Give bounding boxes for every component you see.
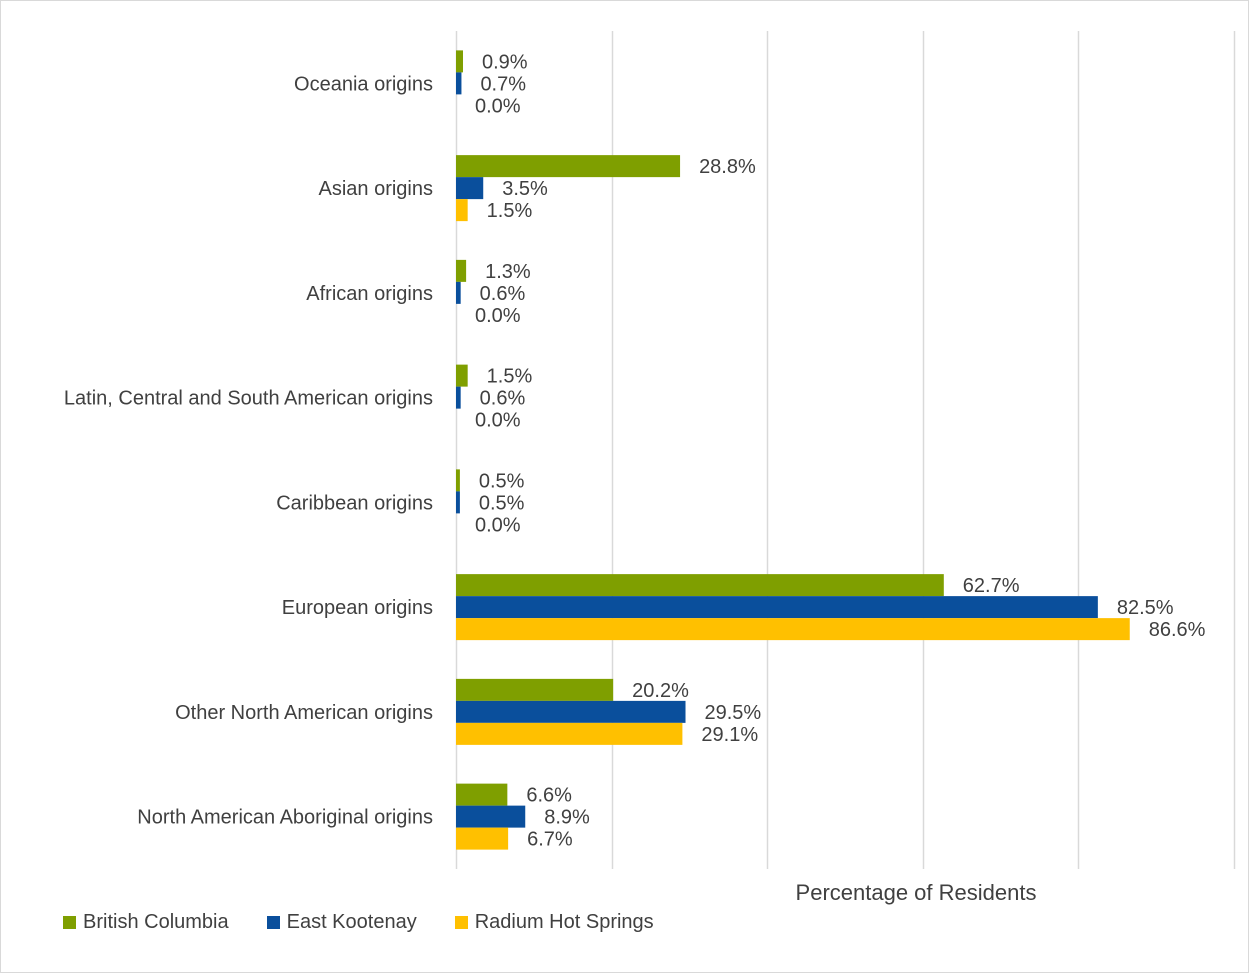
data-label: 1.5% <box>487 200 533 222</box>
data-label: 29.1% <box>701 724 758 746</box>
bar <box>456 386 461 409</box>
legend-item: British Columbia <box>63 911 229 934</box>
data-label: 0.6% <box>480 388 526 410</box>
category-labels: Oceania origins Asian origins African orig… <box>64 73 433 828</box>
bar <box>456 574 944 597</box>
category-label: Asian origins <box>318 178 433 200</box>
bar <box>456 827 509 850</box>
x-axis-title: Percentage of Residents <box>796 880 1037 905</box>
legend-swatch <box>454 916 468 929</box>
bar <box>456 783 508 806</box>
data-label: 86.6% <box>1149 619 1206 641</box>
legend-label: East Kootenay <box>286 911 417 933</box>
data-label: 0.0% <box>475 305 521 327</box>
data-label: 62.7% <box>963 575 1020 597</box>
category-label: Oceania origins <box>294 73 433 95</box>
data-label: 6.6% <box>526 785 572 807</box>
data-label: 0.9% <box>482 51 528 73</box>
bar <box>456 259 467 282</box>
bar <box>456 678 614 701</box>
bar <box>456 155 681 178</box>
data-label: 1.3% <box>485 261 531 283</box>
category-label: Other North American origins <box>175 702 433 724</box>
data-label: 82.5% <box>1117 597 1174 619</box>
category-label: European origins <box>282 597 433 619</box>
bar <box>456 199 468 222</box>
bar <box>456 491 460 514</box>
bars <box>456 50 1130 850</box>
bar <box>456 722 683 745</box>
bar <box>456 805 526 828</box>
bar <box>456 72 462 95</box>
bar <box>456 281 461 304</box>
bar <box>456 618 1130 641</box>
bar <box>456 50 464 73</box>
data-label: 29.5% <box>705 702 762 724</box>
bar <box>456 596 1098 619</box>
category-label: African origins <box>306 283 433 305</box>
legend-swatch <box>63 916 76 929</box>
legend-item: Radium Hot Springs <box>454 911 654 934</box>
data-label: 0.0% <box>475 95 521 117</box>
bar <box>456 469 460 492</box>
data-label: 0.0% <box>475 514 521 536</box>
category-label: Latin, Central and South American origin… <box>64 388 433 410</box>
data-label: 0.5% <box>479 470 525 492</box>
data-label: 0.7% <box>480 73 526 95</box>
bar <box>456 177 484 200</box>
data-labels: 0.9%0.7%0.0%28.8%3.5%1.5%1.3%0.6%0.0%1.5… <box>475 51 1206 850</box>
data-label: 1.5% <box>487 366 533 388</box>
bar <box>456 700 686 723</box>
data-label: 0.5% <box>479 492 525 514</box>
data-label: 6.7% <box>527 829 573 851</box>
data-label: 0.6% <box>480 283 526 305</box>
category-label: Caribbean origins <box>276 492 433 514</box>
legend-label: British Columbia <box>83 911 229 933</box>
data-label: 20.2% <box>632 680 689 702</box>
data-label: 3.5% <box>502 178 548 200</box>
data-label: 0.0% <box>475 410 521 432</box>
legend-item: East Kootenay <box>266 911 417 934</box>
data-label: 28.8% <box>699 156 756 178</box>
bar <box>456 364 468 387</box>
legend: British Columbia East Kootenay Radium Hot … <box>63 911 692 934</box>
data-label: 8.9% <box>544 807 590 829</box>
legend-label: Radium Hot Springs <box>474 911 654 933</box>
category-label: North American Aboriginal origins <box>137 807 433 829</box>
legend-swatch <box>266 916 280 929</box>
